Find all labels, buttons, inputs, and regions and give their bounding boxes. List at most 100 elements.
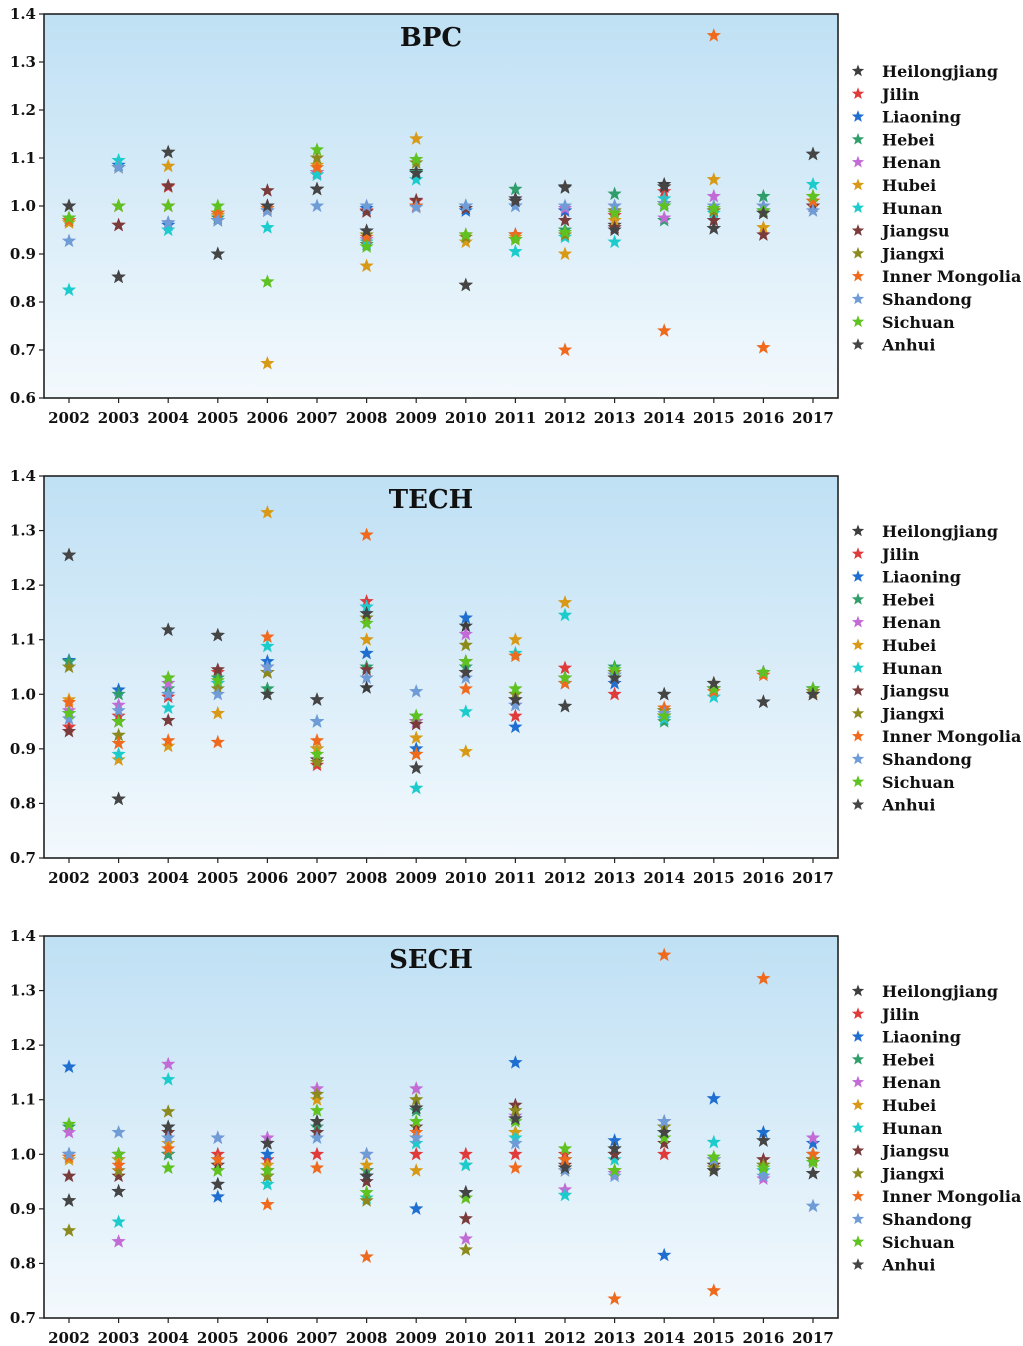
data-point-jiangsu [359,1174,374,1188]
data-point-anhui [210,246,225,261]
plot-area [43,13,839,399]
data-point-liaoning [756,1124,771,1139]
data-point-hunan [161,700,176,714]
data-point-jiangsu [161,178,176,192]
data-point-sichuan [409,708,424,723]
y-tick-label: 0.9 [10,740,36,758]
x-tick-label: 2016 [743,1329,785,1346]
data-point-anhui [409,165,424,180]
x-tick-label: 2010 [445,409,487,427]
data-point-anhui [210,627,225,642]
data-point-anhui [161,144,176,159]
data-point-hunan [61,282,77,297]
data-point-sichuan [260,1163,275,1177]
data-point-hubei [309,1092,325,1106]
legend-label: Jiangsu [880,1142,950,1161]
data-point-sichuan [61,705,77,720]
legend-label: Jiangxi [880,1164,944,1183]
data-point-shandong [111,703,126,717]
data-point-jilin [409,1146,424,1161]
data-point-inner-mongolia [61,694,77,709]
x-tick-label: 2011 [495,409,537,427]
data-point-anhui [557,180,573,194]
legend-label: Hubei [882,176,936,195]
x-tick-label: 2002 [48,409,90,427]
data-point-liaoning [657,1247,672,1262]
data-point-inner-mongolia [111,1157,126,1172]
data-point-inner-mongolia [309,733,325,747]
data-point-anhui [359,223,374,238]
data-point-inner-mongolia [557,342,573,357]
legend-label: Shandong [882,750,972,769]
data-point-hunan [706,1134,721,1149]
chart-panel-tech: TECH 0.7 0.8 0.9 1.0 1.1 1.2 1.3 1.4 2002 2003 2004… [10,467,1021,887]
legend-marker [851,224,865,236]
data-point-henan [161,1056,176,1071]
data-point-sichuan [210,673,225,687]
data-point-anhui [706,221,721,235]
data-point-anhui [657,686,672,701]
data-point-sichuan [309,1103,325,1117]
legend-label: Heilongjiang [882,522,998,541]
data-point-sichuan [61,210,77,225]
legend: Heilongjiang Jilin Liaoning Hebei Henan Hubei… [851,62,1021,355]
legend-label: Hubei [882,1096,936,1115]
data-point-liaoning [607,1133,622,1147]
legend: Heilongjiang Jilin Liaoning Hebei Henan Hubei… [851,982,1021,1275]
legend-label: Liaoning [882,108,961,127]
data-point-anhui [805,686,821,701]
data-point-hunan [458,704,473,718]
data-point-liaoning [706,1091,721,1105]
data-point-hubei [409,730,424,745]
data-point-hubei [260,355,275,370]
data-point-shandong [161,686,176,701]
data-point-jiangsu [409,716,424,731]
data-point-shandong [458,670,473,684]
data-point-hunan [458,1157,473,1172]
legend-marker [851,87,865,100]
x-tick-label: 2002 [48,869,90,887]
y-tick-label: 0.8 [10,794,36,812]
data-point-shandong [111,1124,126,1139]
data-point-anhui [61,198,77,213]
data-point-inner-mongolia [210,1152,225,1166]
data-point-shandong [756,1168,771,1183]
data-point-shandong [359,198,374,213]
chart-title: SECH [389,945,473,975]
legend-marker [851,661,865,674]
data-point-anhui [657,1124,672,1139]
data-point-henan [161,675,176,690]
data-point-hubei [458,234,473,249]
data-point-jiangsu [210,662,225,676]
data-point-hubei [111,752,126,766]
x-tick-label: 2005 [197,1329,239,1346]
data-point-shandong [309,198,325,213]
data-point-sichuan [458,654,473,668]
data-point-anhui [657,179,672,193]
data-point-anhui [805,1165,821,1180]
data-point-inner-mongolia [557,1152,573,1166]
data-point-inner-mongolia [260,1196,275,1211]
data-point-sichuan [508,681,523,695]
data-point-shandong [508,1135,523,1150]
legend-marker [851,315,865,328]
data-point-jiangsu [111,217,126,232]
data-point-jiangxi [260,664,275,679]
data-point-inner-mongolia [161,733,176,747]
data-point-inner-mongolia [706,1283,721,1297]
data-point-anhui [557,698,573,713]
data-point-shandong [508,697,523,712]
data-point-shandong [61,1146,77,1161]
x-tick-label: 2003 [98,1329,140,1346]
data-point-jiangsu [706,212,721,227]
data-point-anhui [756,1133,771,1147]
legend-label: Heilongjiang [882,982,998,1001]
data-point-hunan [607,234,622,249]
data-point-shandong [409,1130,424,1144]
data-point-sichuan [657,198,672,213]
y-tick-label: 1.0 [10,1145,36,1163]
legend-marker [851,110,865,122]
data-point-hunan [607,1152,622,1166]
data-point-hubei [607,212,622,227]
